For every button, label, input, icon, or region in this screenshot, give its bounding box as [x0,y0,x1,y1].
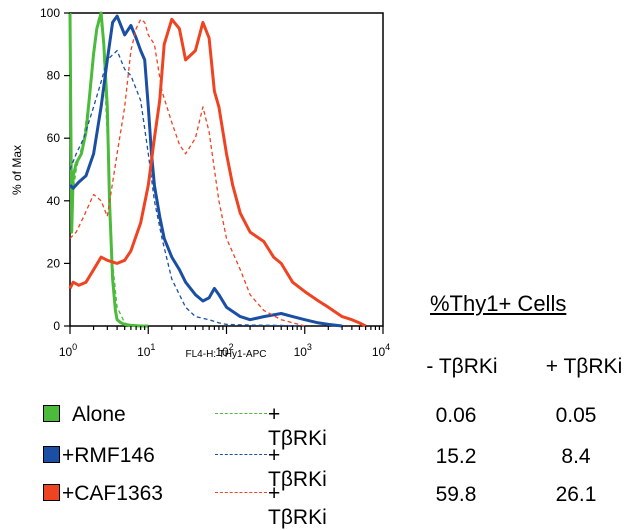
x-tick-label-3: 103 [294,342,312,359]
x-tick-label-4: 104 [372,342,390,359]
cell-rmf-plus: 8.4 [561,445,591,468]
y-tick-label-5: 100 [40,6,60,20]
series-line-2 [68,14,343,328]
series-line-5 [69,18,305,327]
histogram-chart: 0 20 40 60 80 100 100 101 102 103 104 % of Max FL4… [10,6,390,360]
y-tick-label-3: 60 [47,131,61,145]
y-tick-label-1: 20 [47,256,61,270]
legend-dash-alone [215,413,267,414]
x-tick-label-0: 100 [59,342,77,359]
series-layer [68,11,367,328]
legend-swatch-rmf146 [43,446,60,463]
x-tick-label-1: 101 [137,342,155,359]
legend-label-alone: Alone [72,403,126,426]
legend-label-rmf146: +RMF146 [62,444,155,467]
col-header-minus: - TβRKi [426,355,498,378]
cell-alone-minus: 0.06 [435,404,477,427]
x-tick-label-2: 102 [215,342,233,359]
plot-frame [69,12,384,327]
y-axis-label: % of Max [10,145,24,195]
legend-label-caf1363: +CAF1363 [62,482,163,505]
tick-layer: 0 20 40 60 80 100 100 101 102 103 104 [40,6,390,359]
cell-rmf-minus: 15.2 [435,445,477,468]
legend-dash-rmf146 [215,454,267,455]
y-tick-label-0: 0 [53,319,60,333]
series-line-1 [69,18,132,327]
y-tick-label-2: 40 [47,194,61,208]
col-header-plus: + TβRKi [545,355,623,378]
legend-dash-caf1363 [215,492,267,493]
legend-swatch-caf1363 [43,484,60,501]
cell-alone-plus: 0.05 [555,404,597,427]
legend-dashed-label-alone: + TβRKi [268,403,327,450]
series-line-3 [69,49,305,327]
legend-dashed-label-rmf146: + TβRKi [268,444,327,491]
table-title: %Thy1+ Cells [430,291,567,316]
cell-caf-plus: 26.1 [555,483,597,506]
cell-caf-minus: 59.8 [435,483,477,506]
legend-swatch-alone [43,405,60,422]
series-line-4 [68,17,367,328]
y-tick-label-4: 80 [47,69,61,83]
legend-dashed-label-caf1363: + TβRKi [268,482,327,529]
series-line-0 [68,11,149,328]
x-axis-label: FL4-H: THy1-APC [186,349,267,360]
